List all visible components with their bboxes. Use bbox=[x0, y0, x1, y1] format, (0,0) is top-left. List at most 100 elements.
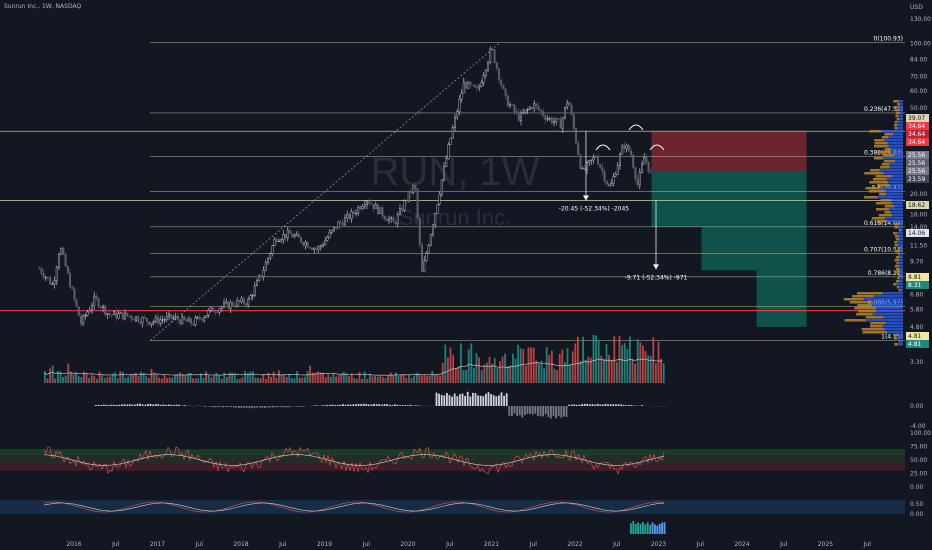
rsi-signal-line bbox=[43, 454, 665, 466]
volume-bar bbox=[215, 372, 218, 383]
volume-bar bbox=[644, 351, 647, 383]
osc1-bar bbox=[115, 404, 118, 406]
vp-bar-up bbox=[894, 205, 903, 208]
time-axis[interactable]: 2016 Jul 2017 Jul 2018 Jul 2019 Jul 2020 Jul 2021 J… bbox=[66, 541, 871, 548]
candle-body bbox=[82, 315, 85, 325]
candle-body bbox=[108, 313, 111, 315]
osc4-bar bbox=[644, 524, 647, 534]
volume-bar bbox=[311, 372, 314, 383]
vp-bar-up bbox=[884, 217, 903, 220]
osc1-bar bbox=[641, 405, 643, 406]
volume-bar bbox=[421, 375, 423, 383]
candle-body bbox=[460, 92, 463, 100]
price-tag-bg-11 bbox=[906, 281, 929, 289]
osc1-bar bbox=[381, 404, 383, 406]
fib-label-0: 0(100.93) bbox=[874, 36, 904, 43]
vp-bar-up bbox=[898, 235, 903, 238]
price-tag-bg-7 bbox=[906, 175, 929, 183]
volume-bar bbox=[454, 368, 457, 383]
candle-body bbox=[256, 280, 259, 286]
vp-bar-up bbox=[889, 184, 903, 187]
candle-body bbox=[339, 221, 342, 223]
candle-body bbox=[163, 319, 166, 321]
candle-body bbox=[317, 246, 320, 250]
volume-bar bbox=[176, 374, 179, 383]
price-tag-2: 34.64 bbox=[908, 131, 925, 138]
osc1-bar bbox=[529, 406, 531, 414]
candle-body bbox=[632, 154, 635, 168]
volume-bar bbox=[127, 376, 129, 383]
volume-bar bbox=[207, 375, 210, 383]
vp-bar-down bbox=[893, 283, 897, 286]
candle-body bbox=[350, 211, 353, 220]
candle-body bbox=[392, 217, 395, 223]
vp-bar-down bbox=[894, 259, 899, 262]
osc1-bar bbox=[209, 406, 212, 407]
time-tick-16: 2024 bbox=[734, 541, 749, 548]
fib-label-0.707: 0.707(10.57) bbox=[864, 246, 903, 253]
osc1-bar bbox=[547, 406, 550, 418]
candle-body bbox=[75, 299, 78, 307]
osc1-bar bbox=[126, 404, 128, 406]
candle-body bbox=[614, 174, 617, 177]
candle-body bbox=[328, 232, 331, 238]
vp-bar-down bbox=[884, 211, 891, 214]
volume-bar bbox=[200, 373, 202, 383]
price-tag-bg-8 bbox=[906, 201, 929, 209]
volume-bar bbox=[98, 371, 101, 383]
vp-bar-down bbox=[894, 244, 898, 247]
price-tick-20: 3.30 bbox=[910, 359, 924, 366]
candle-body bbox=[42, 273, 45, 278]
vp-bar-down bbox=[878, 214, 893, 217]
vp-bar-up bbox=[884, 328, 903, 331]
candle-body bbox=[379, 207, 382, 215]
rsi-tick-2: 50.00 bbox=[910, 457, 927, 464]
candle-body bbox=[484, 69, 487, 76]
price-axis[interactable]: USD130.00100.0084.0070.0060.0050.0040.00… bbox=[910, 4, 931, 366]
vp-bar-up bbox=[871, 304, 903, 307]
volume-bar bbox=[662, 362, 665, 383]
volume-bar bbox=[301, 377, 304, 383]
candle-body bbox=[282, 234, 285, 240]
candle-body bbox=[231, 302, 234, 306]
osc1-bar bbox=[157, 404, 160, 406]
candle-body bbox=[95, 295, 98, 299]
volume-bar bbox=[205, 371, 207, 383]
volume-bar bbox=[197, 378, 200, 383]
price-tick-0: 130.00 bbox=[910, 16, 931, 23]
volume-bar bbox=[46, 378, 49, 383]
price-tag-bg-12 bbox=[906, 332, 929, 340]
candle-body bbox=[500, 79, 503, 86]
candle-body bbox=[311, 247, 314, 250]
osc1-bar bbox=[261, 406, 264, 408]
osc1-bar bbox=[303, 406, 305, 407]
candle-body bbox=[69, 272, 72, 288]
vp-bar-down bbox=[875, 208, 890, 211]
volume-bar bbox=[213, 375, 215, 383]
osc1-bar bbox=[487, 392, 490, 406]
osc1-bar bbox=[253, 406, 256, 408]
osc4-bar bbox=[637, 522, 639, 534]
candle-body bbox=[51, 283, 54, 285]
volume-bar bbox=[77, 376, 80, 383]
volume-bar bbox=[246, 373, 249, 383]
candle-body bbox=[570, 104, 573, 115]
vp-bar-down bbox=[894, 124, 898, 127]
candle-body bbox=[555, 118, 558, 122]
candle-body bbox=[150, 322, 153, 325]
target-zone-2 bbox=[756, 170, 807, 327]
osc1-bar bbox=[508, 406, 511, 416]
volume-bar bbox=[270, 376, 272, 383]
vp-bar-up bbox=[900, 340, 903, 343]
candle-body bbox=[306, 242, 309, 248]
vp-bar-down bbox=[893, 232, 897, 235]
osc1-bar bbox=[490, 394, 492, 406]
osc1-bar bbox=[492, 395, 495, 406]
candle-body bbox=[634, 167, 637, 179]
osc1-bar bbox=[620, 404, 622, 406]
vp-bar-up bbox=[898, 259, 903, 262]
osc1-bar bbox=[134, 404, 136, 406]
vp-bar-down bbox=[897, 247, 901, 250]
candle-body bbox=[214, 311, 217, 313]
